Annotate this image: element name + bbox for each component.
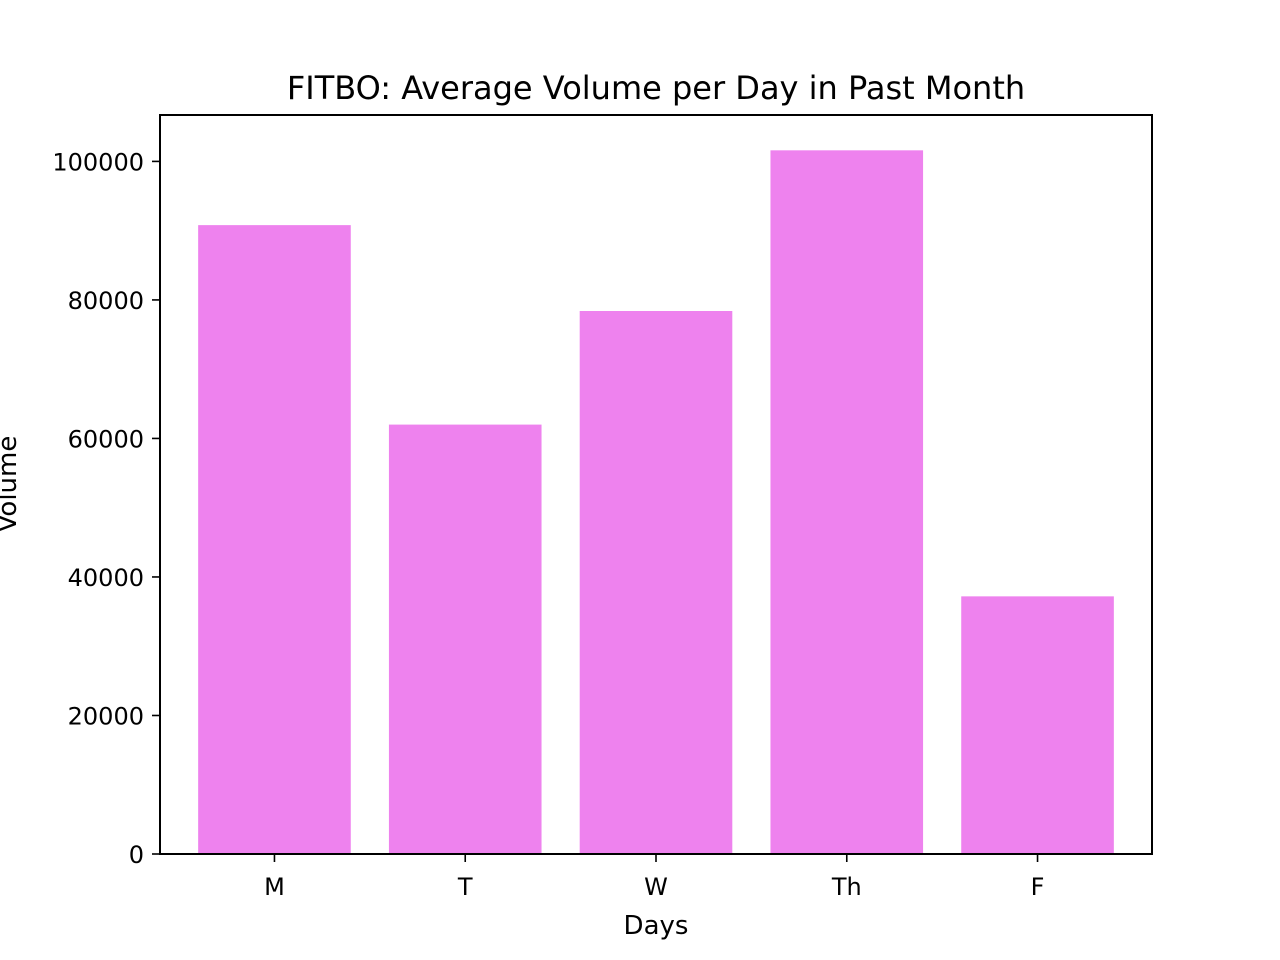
x-tick-label: M: [264, 873, 285, 901]
x-tick-label: F: [1031, 873, 1045, 901]
y-axis-ticks: 0 20000 40000 60000 80000 100000: [52, 148, 160, 869]
y-tick-label: 100000: [52, 148, 144, 176]
x-tick-label: W: [644, 873, 668, 901]
y-tick-label: 0: [129, 841, 144, 869]
x-tick-label: Th: [831, 873, 862, 901]
chart-title: FITBO: Average Volume per Day in Past Mo…: [287, 69, 1025, 107]
y-tick-label: 20000: [68, 702, 144, 730]
y-tick-label: 80000: [68, 287, 144, 315]
y-tick-label: 40000: [68, 564, 144, 592]
bar-t: [388, 424, 542, 854]
y-tick-label: 60000: [68, 425, 144, 453]
x-axis-ticks: M T W Th F: [264, 854, 1044, 901]
x-axis-label: Days: [624, 911, 689, 941]
bar-w: [579, 311, 733, 854]
bar-m: [198, 225, 351, 854]
y-axis-label: Volume: [0, 436, 23, 533]
plot-area-frame: [159, 114, 1153, 855]
x-tick-label: T: [457, 873, 473, 901]
bar-f: [961, 596, 1114, 854]
bar-th: [770, 150, 924, 855]
bars-layer: [198, 150, 1114, 855]
